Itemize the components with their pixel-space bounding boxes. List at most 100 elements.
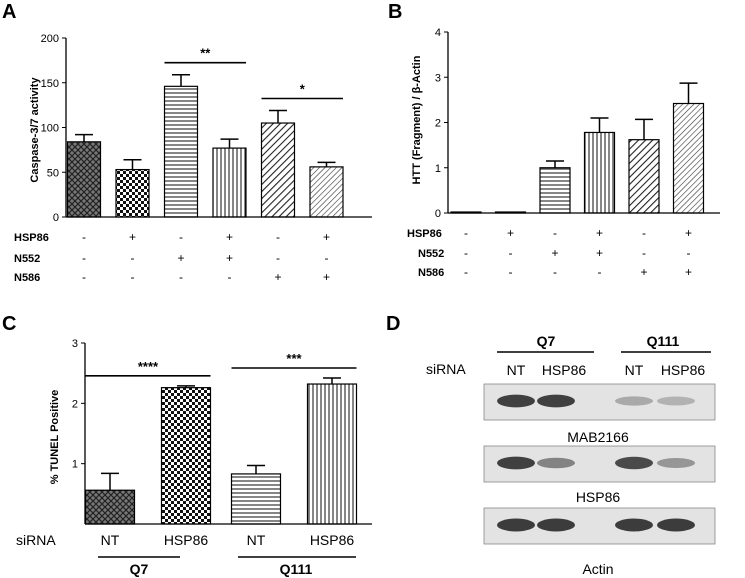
panel-d-blot: Q7 Q111 siRNA NT HSP86 NT HSP86 MAB2166 H… xyxy=(426,333,716,577)
blot-lane-1: NT xyxy=(507,362,526,378)
panel-a-bar-4 xyxy=(212,147,247,218)
panel-b-sign-hsp86-5: - xyxy=(642,226,646,240)
panel-c-group-q7: Q7 xyxy=(130,561,149,577)
panel-b-sign-n586-2: - xyxy=(509,265,513,279)
panel-a-sign-hsp86-6: + xyxy=(323,230,330,244)
panel-a-sign-n552-1: - xyxy=(82,251,86,265)
blot-band-3-1 xyxy=(497,518,535,532)
panel-b-row-n586: N586 xyxy=(418,267,444,279)
panel-b-conditions: HSP86 N552 N586 - + - + - + - - + + - - - - - - + + xyxy=(407,226,692,279)
blot-band-2-3 xyxy=(615,456,653,470)
panel-b-sign-hsp86-1: - xyxy=(464,226,468,240)
panel-a-sign-n552-6: - xyxy=(325,251,329,265)
panel-b-sign-hsp86-3: - xyxy=(553,226,557,240)
panel-a-sign-n586-6: + xyxy=(323,270,330,284)
panel-b-tick-label: 1 xyxy=(435,163,441,175)
panel-a-significance-label-2: * xyxy=(300,81,306,96)
panel-c-error-bar-3 xyxy=(247,464,265,474)
panel-b-sign-n586-6: + xyxy=(685,265,692,279)
panel-c-bar-3 xyxy=(230,473,282,525)
panel-c-significance-label-1: **** xyxy=(138,359,159,374)
blot-strip-label-3: Actin xyxy=(582,561,613,577)
panel-a-tick-label: 100 xyxy=(41,123,59,135)
panel-c-sirna-label: siRNA xyxy=(16,532,56,548)
panel-b-sign-hsp86-2: + xyxy=(507,226,514,240)
panel-a-error-bar-1 xyxy=(75,133,93,142)
panel-c-tick-label: 3 xyxy=(72,338,78,350)
blot-band-1-1 xyxy=(497,394,535,408)
panel-a-sign-hsp86-4: + xyxy=(226,230,233,244)
panel-c-category-label-1: NT xyxy=(101,532,120,548)
panel-b-bar-4 xyxy=(583,131,616,214)
panel-a-sign-hsp86-2: + xyxy=(129,230,136,244)
blot-band-2-4 xyxy=(657,458,695,468)
panel-a-sign-n586-2: - xyxy=(131,270,135,284)
panel-a-sign-hsp86-5: - xyxy=(276,230,280,244)
panel-b-chart: HTT (Fragment) / β-Actin 0 1 2 3 4 xyxy=(411,27,720,220)
panel-b-tick-label: 3 xyxy=(435,72,441,84)
panel-b-sign-n586-1: - xyxy=(464,265,468,279)
panel-b-sign-n586-3: - xyxy=(553,265,557,279)
panel-b-sign-n552-5: - xyxy=(642,246,646,260)
panel-a-significance-label-1: ** xyxy=(200,46,211,61)
panel-a-sign-n552-4: + xyxy=(226,251,233,265)
panel-b-tick-label: 2 xyxy=(435,118,441,130)
panel-a-error-bar-4 xyxy=(220,138,239,149)
panel-c-category-label-4: HSP86 xyxy=(310,532,355,548)
panel-a-sign-n586-5: + xyxy=(274,270,281,284)
panel-c-error-bar-4 xyxy=(323,377,341,385)
panel-b-row-n552: N552 xyxy=(418,248,444,260)
blot-lane-2: HSP86 xyxy=(542,362,587,378)
panel-a-sign-n586-4: - xyxy=(228,270,232,284)
panel-c-category-label-3: NT xyxy=(247,532,266,548)
panel-c-ylabel: % TUNEL Positive xyxy=(49,390,61,485)
panel-a-bar-2 xyxy=(115,168,150,218)
blot-lane-4: HSP86 xyxy=(661,362,706,378)
panel-a-error-bar-6 xyxy=(317,161,336,167)
panel-b-bar-5 xyxy=(628,139,660,214)
panel-a-sign-hsp86-3: - xyxy=(179,230,183,244)
panel-b-sign-hsp86-6: + xyxy=(685,226,692,240)
panel-a-error-bar-5 xyxy=(269,109,287,124)
panel-letter-a: A xyxy=(2,1,16,23)
panel-b-sign-n552-3: + xyxy=(551,246,558,260)
panel-b-sign-n586-5: + xyxy=(640,265,647,279)
blot-group-q7: Q7 xyxy=(537,333,556,349)
panel-letter-b: B xyxy=(388,1,402,23)
panel-a-ylabel: Caspase-3/7 activity xyxy=(29,77,41,183)
panel-b-error-bar-5 xyxy=(635,118,653,140)
blot-band-1-2 xyxy=(537,394,575,408)
panel-a-sign-n586-1: - xyxy=(82,270,86,284)
panel-a-row-n586: N586 xyxy=(14,272,40,284)
panel-c-error-bar-1 xyxy=(101,472,119,491)
panel-a-sign-n552-2: - xyxy=(131,251,135,265)
blot-band-1-4 xyxy=(657,396,695,406)
blot-strip-3 xyxy=(483,507,716,545)
panel-a-conditions: HSP86 N552 N586 - + - + - + - - + + - - - - - - + + xyxy=(14,230,330,284)
blot-strip-label-2: HSP86 xyxy=(576,489,621,505)
panel-a-tick-label: 200 xyxy=(41,33,59,45)
blot-band-3-2 xyxy=(537,518,575,532)
panel-b-bar-3 xyxy=(539,167,571,214)
panel-b-sign-n552-6: - xyxy=(687,246,691,260)
panel-c-bar-1 xyxy=(84,489,136,525)
blot-strip-label-1: MAB2166 xyxy=(567,429,629,445)
panel-c-tick-label: 2 xyxy=(72,398,78,410)
blot-band-2-2 xyxy=(537,457,575,469)
panel-b-sign-n552-4: + xyxy=(596,246,603,260)
panel-b-sign-hsp86-4: + xyxy=(596,226,603,240)
blot-sirna-label: siRNA xyxy=(426,361,466,377)
panel-a-sign-n552-3: + xyxy=(177,251,184,265)
panel-letter-d: D xyxy=(386,313,400,335)
panel-c-chart: % TUNEL Positive 123 ******* siRNA NT HSP… xyxy=(16,338,372,577)
panel-b-ylabel: HTT (Fragment) / β-Actin xyxy=(411,55,423,184)
panel-b-bar-6 xyxy=(672,102,705,214)
panel-b-sign-n586-4: - xyxy=(598,265,602,279)
blot-band-1-3 xyxy=(615,396,653,406)
panel-a-tick-label: 0 xyxy=(53,212,59,224)
panel-a-sign-n586-3: - xyxy=(179,270,183,284)
panel-a-error-bar-3 xyxy=(172,73,190,87)
panel-c-error-bar-2 xyxy=(177,385,195,388)
